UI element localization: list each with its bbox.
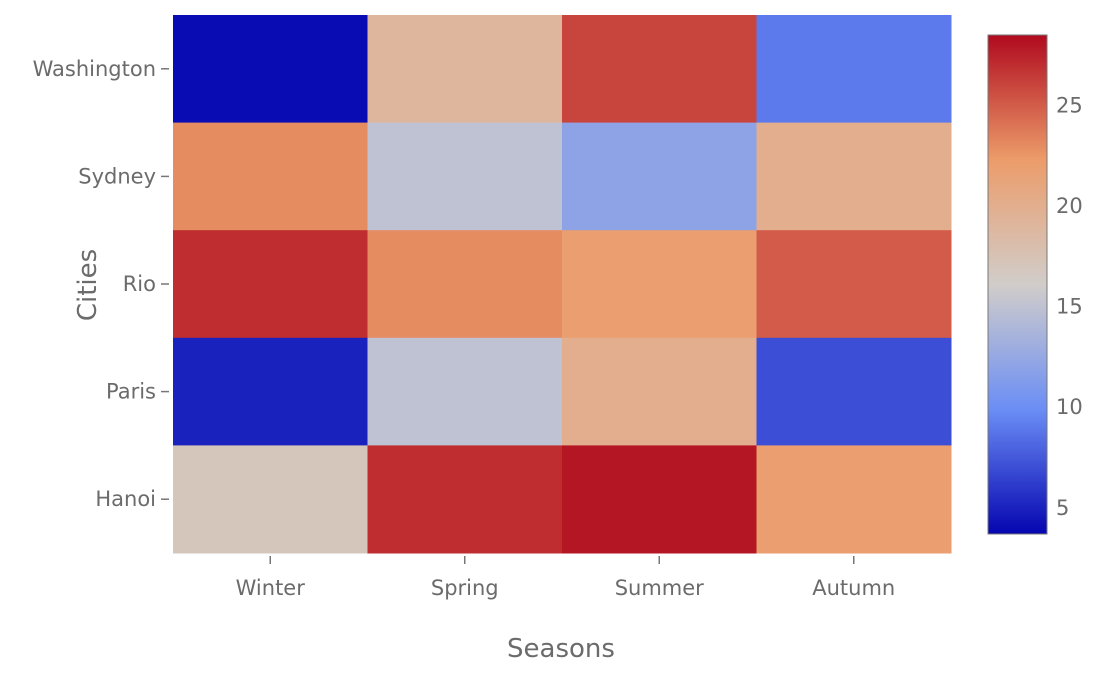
colorbar: 5 10 15 20 25 (987, 34, 1083, 535)
heatmap-cell-sydney-autumn (756, 122, 952, 231)
x-axis-title: Seasons (507, 634, 615, 664)
heatmap-cell-washington-summer (562, 15, 757, 124)
x-tick-label: Summer (615, 576, 704, 600)
y-tick-label: Washington (33, 57, 156, 81)
heatmap-cell-rio-winter (173, 230, 368, 339)
heatmap-cell-paris-autumn (756, 337, 952, 446)
colorbar-tick-label: 15 (1056, 295, 1083, 319)
heatmap-cell-washington-spring (367, 15, 563, 124)
x-tick-label: Autumn (812, 576, 895, 600)
heatmap-cell-hanoi-autumn (756, 445, 952, 554)
heatmap-cell-sydney-spring (367, 122, 563, 231)
heatmap-cell-rio-spring (367, 230, 563, 339)
y-tick-label: Paris (106, 380, 156, 404)
heatmap-cell-hanoi-summer (562, 445, 757, 554)
colorbar-tick-label: 10 (1056, 395, 1083, 419)
colorbar-tick-label: 20 (1056, 194, 1083, 218)
y-axis-title: Cities (73, 249, 103, 321)
y-tick-label: Sydney (78, 164, 156, 188)
heatmap-cell-paris-spring (367, 337, 563, 446)
heatmap-cell-washington-winter (173, 15, 368, 124)
heatmap-cell-sydney-summer (562, 122, 757, 231)
colorbar-gradient (987, 34, 1048, 535)
colorbar-tick-label: 25 (1056, 93, 1083, 117)
x-tick-label: Spring (431, 576, 499, 600)
heatmap-cell-hanoi-winter (173, 445, 368, 554)
heatmap-cell-rio-summer (562, 230, 757, 339)
y-axis: Washington Sydney Rio Paris Hanoi (33, 57, 169, 511)
heatmap-cell-paris-winter (173, 337, 368, 446)
heatmap-cell-rio-autumn (756, 230, 952, 339)
heatmap-cell-paris-summer (562, 337, 757, 446)
colorbar-tick-label: 5 (1056, 496, 1069, 520)
heatmap-cell-hanoi-spring (367, 445, 563, 554)
heatmap-cell-sydney-winter (173, 122, 368, 231)
x-tick-label: Winter (236, 576, 306, 600)
y-tick-label: Hanoi (95, 487, 156, 511)
heatmap-cells (173, 15, 952, 554)
x-axis: Winter Spring Summer Autumn (236, 556, 895, 600)
heatmap-cell-washington-autumn (756, 15, 952, 124)
y-tick-label: Rio (123, 272, 156, 296)
